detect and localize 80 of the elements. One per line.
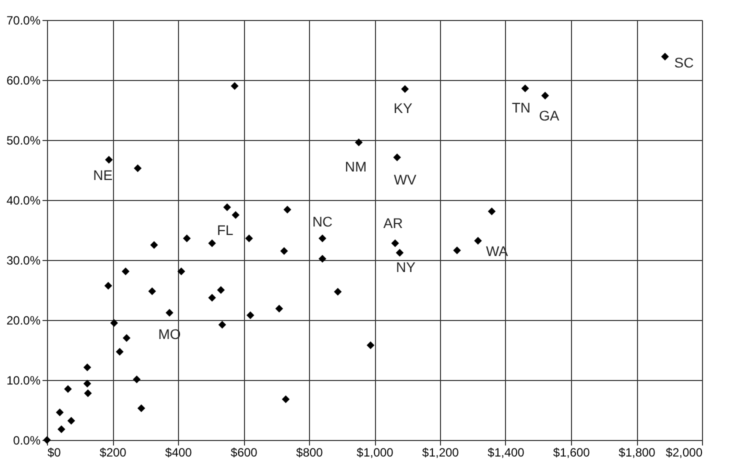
point — [217, 286, 225, 294]
point — [541, 92, 549, 100]
point — [150, 241, 158, 249]
x-tick-label: $1,400 — [488, 446, 525, 460]
annotation: SC — [674, 54, 694, 71]
annotation: AR — [383, 215, 403, 232]
x-tick-label: $1,200 — [422, 446, 460, 460]
annotation: NY — [396, 258, 416, 275]
point — [43, 436, 51, 444]
y-tick-label: 20.0% — [6, 314, 41, 328]
point — [453, 246, 461, 254]
point — [208, 239, 216, 248]
x-tick-label: $1,800 — [618, 446, 656, 460]
point — [284, 206, 292, 214]
point — [318, 234, 326, 242]
x-tick-label: $1,000 — [356, 446, 394, 460]
point — [521, 84, 530, 92]
point — [177, 268, 186, 276]
point — [396, 248, 404, 257]
point — [122, 268, 130, 276]
y-tick-label: 30.0% — [6, 254, 41, 268]
point — [280, 247, 288, 255]
annotation: WV — [394, 171, 418, 188]
point — [661, 52, 669, 60]
point — [134, 164, 142, 172]
point — [84, 389, 92, 398]
point — [116, 348, 124, 356]
point — [105, 156, 113, 164]
annotation: NE — [93, 166, 113, 183]
point — [318, 254, 326, 263]
point — [64, 385, 72, 393]
y-tick-label: 40.0% — [6, 194, 41, 208]
annotation: TN — [512, 99, 530, 116]
point — [232, 211, 240, 219]
y-tick-label: 0.0% — [13, 434, 41, 448]
point — [391, 239, 400, 248]
x-tick-label: $200 — [100, 446, 127, 460]
x-tick-label: $600 — [230, 446, 258, 460]
y-tick-label: 60.0% — [6, 74, 41, 88]
point — [137, 404, 146, 412]
annotation: GA — [539, 108, 560, 124]
point — [110, 319, 118, 327]
x-tick-label: $1,600 — [553, 446, 590, 460]
point — [401, 85, 409, 93]
annotation: FL — [216, 222, 234, 238]
point — [122, 334, 130, 342]
point — [334, 288, 342, 296]
point — [218, 320, 226, 329]
point — [83, 380, 92, 388]
point — [56, 408, 64, 416]
point — [182, 234, 191, 242]
point — [148, 287, 156, 296]
y-tick-label: 10.0% — [6, 374, 41, 388]
point — [132, 376, 141, 384]
annotation: KY — [394, 100, 413, 116]
point — [245, 234, 253, 242]
point — [246, 311, 254, 320]
point — [393, 154, 401, 162]
point — [67, 416, 76, 425]
x-tick-label: $800 — [296, 446, 324, 460]
point — [474, 236, 482, 245]
x-tick-label: $0 — [48, 446, 62, 460]
point — [58, 425, 66, 434]
point — [366, 341, 374, 350]
point — [83, 364, 92, 372]
y-tick-label: 50.0% — [6, 134, 41, 148]
point — [230, 82, 239, 90]
point — [488, 208, 496, 216]
point — [223, 203, 231, 212]
point — [354, 138, 363, 146]
annotation: NM — [344, 158, 367, 174]
point — [208, 294, 216, 302]
y-tick-label: 70.0% — [6, 14, 41, 28]
point — [275, 304, 284, 312]
annotation: NC — [312, 213, 333, 230]
point — [282, 395, 290, 404]
x-tick-label: $2,000 — [666, 446, 703, 460]
point — [166, 308, 174, 317]
point — [104, 282, 112, 290]
x-tick-label: $400 — [165, 446, 192, 460]
